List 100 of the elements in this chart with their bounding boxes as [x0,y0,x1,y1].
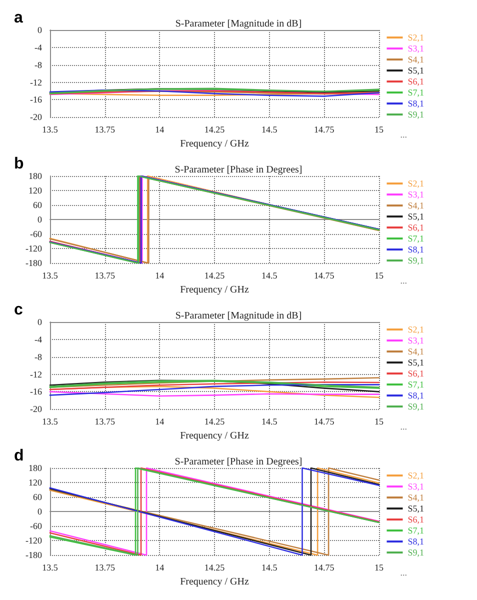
x-tick-label: 14.75 [314,124,335,135]
legend-label: S5,1 [408,358,424,368]
legend-label: S9,1 [408,548,424,558]
y-tick-label: -60 [30,521,42,532]
legend-label: S5,1 [408,66,424,76]
x-tick-label: 15 [374,416,384,427]
y-tick-label: 0 [38,25,42,35]
y-tick-label: -4 [34,42,42,52]
text: a [14,10,23,26]
x-tick-label: 14.5 [261,416,278,427]
y-tick-label: -20 [30,404,42,414]
legend-label: S7,1 [408,380,424,390]
x-tick-label: 14.75 [314,562,335,573]
y-tick-label: 120 [28,186,42,196]
legend-label: S9,1 [408,402,424,412]
x-axis-title: Frequency / GHz [180,284,250,296]
x-tick-label: 14.5 [261,562,278,573]
legend-label: S3,1 [408,190,424,200]
y-tick-label: 180 [28,463,42,473]
x-axis-title: Frequency / GHz [180,138,250,150]
chart-title: S-Parameter [Phase in Degrees] [174,164,302,176]
y-tick-label: 0 [38,214,42,225]
chart-title: S-Parameter [Phase in Degrees] [174,456,302,468]
y-tick-label: 60 [33,492,42,502]
y-tick-label: 60 [33,200,42,210]
legend-label: S2,1 [408,324,424,334]
legend-label: S4,1 [408,54,424,64]
x-tick-label: 13.75 [94,124,116,135]
x-tick-label: 14.75 [314,416,335,427]
y-tick-label: -20 [30,112,42,122]
y-tick-label: -180 [26,550,42,560]
x-tick-label: 15 [374,270,384,281]
text: ... [400,568,407,578]
legend-label: S3,1 [408,44,424,54]
legend-label: S2,1 [408,470,424,480]
x-tick-label: 14.75 [314,270,335,281]
legend-label: S2,1 [408,32,424,42]
x-tick-label: 13.75 [94,270,116,281]
x-tick-label: 14.25 [204,416,226,427]
x-tick-label: 13.5 [42,416,58,427]
text: ... [400,422,407,432]
y-tick-label: 0 [38,317,42,327]
x-tick-label: 13.5 [42,562,58,573]
x-axis-title: Frequency / GHz [180,430,250,442]
text: c [14,302,23,318]
x-tick-label: 14.25 [204,124,226,135]
y-tick-label: 0 [38,506,42,517]
y-tick-label: -4 [34,334,42,344]
legend-label: S8,1 [408,98,424,108]
y-tick-label: -120 [26,244,42,254]
y-tick-label: -16 [30,386,42,397]
legend-label: S4,1 [408,492,424,502]
x-tick-label: 13.5 [42,270,58,281]
x-tick-label: 14 [155,562,165,573]
legend-label: S6,1 [408,514,424,524]
legend-label: S9,1 [408,110,424,120]
y-tick-label: -12 [30,77,42,88]
x-tick-label: 13.5 [42,124,58,135]
legend-label: S6,1 [408,76,424,86]
x-tick-label: 14.5 [261,270,278,281]
text: ... [400,276,407,286]
legend-label: S4,1 [408,346,424,356]
y-tick-label: -16 [30,94,42,105]
y-tick-label: 180 [28,171,42,181]
legend-label: S8,1 [408,390,424,400]
legend-label: S8,1 [408,244,424,254]
text: d [14,448,24,464]
y-tick-label: -12 [30,369,42,380]
legend-label: S3,1 [408,336,424,346]
y-tick-label: -8 [34,352,42,362]
text: ... [400,130,407,140]
x-tick-label: 15 [374,562,384,573]
legend-label: S3,1 [408,482,424,492]
legend-label: S7,1 [408,526,424,536]
legend-label: S5,1 [408,212,424,222]
y-tick-label: -180 [26,258,42,268]
chart-title: S-Parameter [Magnitude in dB] [175,18,302,30]
legend-label: S7,1 [408,234,424,244]
x-tick-label: 13.75 [94,416,116,427]
x-tick-label: 14.25 [204,562,226,573]
legend-label: S7,1 [408,88,424,98]
legend-label: S2,1 [408,178,424,188]
legend-label: S6,1 [408,368,424,378]
chart-title: S-Parameter [Magnitude in dB] [175,310,302,322]
legend-label: S5,1 [408,504,424,514]
x-axis-title: Frequency / GHz [180,576,250,588]
x-tick-label: 14.5 [261,124,278,135]
y-tick-label: -8 [34,60,42,70]
legend-label: S4,1 [408,200,424,210]
x-tick-label: 14 [155,124,165,135]
y-tick-label: 120 [28,478,42,488]
x-tick-label: 15 [374,124,384,135]
y-tick-label: -60 [30,229,42,240]
x-tick-label: 14 [155,270,165,281]
legend-label: S9,1 [408,256,424,266]
legend-label: S8,1 [408,536,424,546]
x-tick-label: 14.25 [204,270,226,281]
x-tick-label: 14 [155,416,165,427]
legend-label: S6,1 [408,222,424,232]
x-tick-label: 13.75 [94,562,116,573]
